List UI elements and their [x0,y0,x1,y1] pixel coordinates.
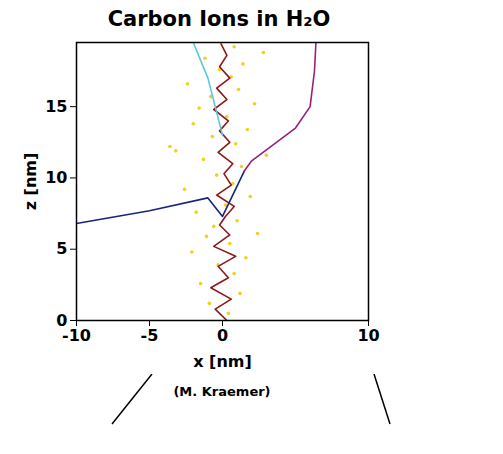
svg-text:10: 10 [45,168,67,187]
svg-text:x [nm]: x [nm] [193,352,252,371]
svg-text:10: 10 [357,326,379,345]
svg-text:-5: -5 [141,326,159,345]
svg-text:0: 0 [217,326,228,345]
svg-text:15: 15 [45,97,67,116]
svg-text:-10: -10 [62,326,91,345]
svg-text:5: 5 [56,239,67,258]
svg-text:(M. Kraemer): (M. Kraemer) [173,384,270,399]
svg-text:z [nm]: z [nm] [21,153,40,211]
html-text:Carbon Ions in H₂O: Carbon Ions in H₂O [107,7,331,31]
svg-text:0: 0 [56,310,68,330]
